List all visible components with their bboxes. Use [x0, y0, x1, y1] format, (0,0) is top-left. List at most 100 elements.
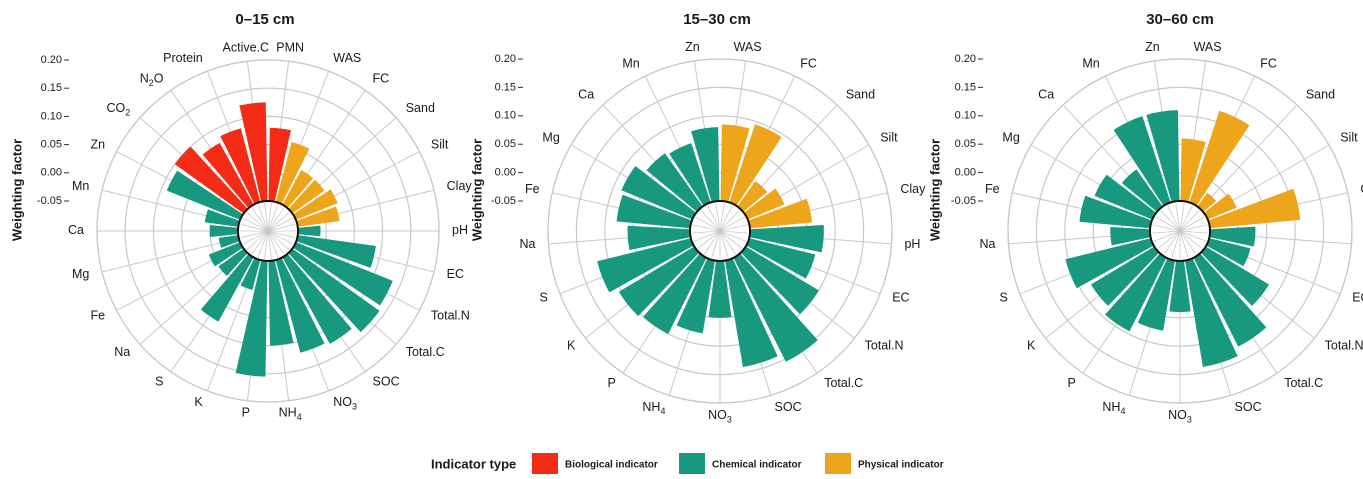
hub-spoke: [697, 230, 721, 249]
category-label-EC: EC: [447, 267, 464, 281]
bar-Na: [627, 225, 691, 251]
hub-spoke: [257, 230, 269, 258]
hub-spoke: [719, 203, 725, 232]
bar-Protein: [220, 128, 261, 205]
y-tick-label: 0.10: [955, 110, 976, 122]
hub-spoke: [1152, 224, 1181, 232]
category-label-Ca: Ca: [68, 223, 84, 237]
category-label-NH4: NH4: [279, 406, 302, 422]
category-label-Total.N: Total.N: [431, 309, 470, 323]
category-label-Fe: Fe: [985, 182, 1000, 196]
hub-spoke: [719, 230, 743, 249]
category-label-FC: FC: [373, 72, 390, 86]
bar-K: [1090, 246, 1160, 306]
legend-title: Indicator type: [431, 456, 516, 471]
bar-Ca: [1121, 169, 1163, 212]
bar-SOC: [724, 258, 778, 368]
y-tick-label: 0.05: [41, 139, 62, 151]
hub-spoke: [1179, 230, 1207, 242]
bar-S: [597, 238, 694, 293]
category-label-NO3: NO3: [333, 395, 357, 411]
category-label-pH: pH: [904, 237, 920, 251]
hub-spoke: [692, 230, 721, 234]
hub-spoke: [1179, 230, 1197, 255]
category-label-WAS: WAS: [333, 51, 361, 65]
bar-Clay: [748, 198, 813, 229]
hub-spoke: [1179, 224, 1208, 232]
bar-FC: [1189, 110, 1250, 206]
hub-spoke: [267, 212, 290, 232]
hub-spoke: [267, 207, 285, 232]
bar-Ca: [209, 224, 239, 238]
bar-Silt: [292, 189, 338, 220]
legend-swatch-chemical: [679, 453, 705, 477]
hub-spoke: [243, 230, 269, 245]
category-label-SOC: SOC: [373, 375, 400, 389]
hub-spoke: [695, 216, 721, 232]
category-label-WAS: WAS: [1194, 40, 1222, 54]
y-tick-label: 0.20: [41, 54, 62, 66]
category-label-Total.N: Total.N: [1325, 339, 1363, 353]
legend-label-chemical: Chemical indicator: [712, 460, 802, 471]
bar-WAS: [275, 142, 310, 205]
hub-spoke: [264, 230, 269, 259]
hub-spoke: [267, 230, 272, 259]
hub-spoke: [1179, 205, 1193, 232]
category-label-Na: Na: [520, 237, 536, 251]
hub-spoke: [240, 223, 269, 232]
hub-spoke: [693, 230, 721, 242]
category-label-Ca: Ca: [578, 88, 594, 102]
hub-spoke: [246, 230, 269, 250]
hub-spoke: [240, 230, 269, 239]
category-label-Sand: Sand: [846, 88, 875, 102]
bar-Fe: [208, 242, 244, 267]
grid-spoke: [101, 237, 239, 273]
polar-panel-3: 30–60 cm Weighting factor WAS FC Sand Silt Cla…: [927, 11, 1363, 425]
hub-spoke: [1153, 230, 1181, 242]
hub-spoke: [719, 224, 748, 232]
bar-Zn: [1146, 110, 1180, 203]
hub-spoke: [707, 205, 721, 232]
bar-Total.N: [1200, 246, 1270, 306]
bar-SOC: [1184, 258, 1238, 368]
category-label-Total.C: Total.C: [1284, 376, 1323, 390]
y-tick-label: 0.05: [495, 138, 516, 150]
hub-spoke: [719, 230, 729, 258]
y-axis-label: Weighting factor: [9, 139, 24, 241]
bar-P: [1105, 253, 1167, 332]
category-label-NO3: NO3: [708, 408, 732, 424]
hub-spoke: [1171, 230, 1181, 258]
hub-spoke: [700, 210, 721, 232]
bar-SOC: [282, 253, 352, 344]
bar-Total.N: [740, 246, 819, 315]
category-label-Total.C: Total.C: [406, 345, 445, 359]
category-label-Zn: Zn: [90, 138, 105, 152]
category-label-Clay: Clay: [900, 182, 926, 196]
category-label-Ca: Ca: [1038, 88, 1054, 102]
hub-spoke: [1179, 203, 1185, 232]
category-label-S: S: [539, 291, 547, 305]
bar-Sand: [288, 179, 325, 214]
bar-NH4: [268, 260, 294, 346]
bar-WAS: [1180, 138, 1206, 203]
bar-NO3: [708, 260, 732, 318]
category-label-Mg: Mg: [72, 267, 89, 281]
category-label-Fe: Fe: [525, 182, 540, 196]
bar-Zn: [166, 170, 244, 220]
category-label-P: P: [607, 376, 615, 390]
bar-PMN: [268, 127, 291, 202]
y-tick-label: 0.15: [41, 82, 62, 94]
category-label-S: S: [999, 291, 1007, 305]
bar-K: [240, 257, 261, 290]
hub-spoke: [719, 216, 745, 232]
category-label-P: P: [242, 406, 250, 420]
legend-swatch-physical: [825, 453, 851, 477]
polar-panel-2: 15–30 cm Weighting factor WAS FC Sand Silt Cla…: [469, 11, 926, 425]
hub-spoke: [715, 203, 721, 232]
hub-spoke: [719, 210, 740, 232]
bar-WAS: [720, 124, 750, 203]
bar-Total.C: [733, 253, 818, 362]
category-label-Mn: Mn: [1082, 57, 1099, 71]
category-label-Clay: Clay: [447, 179, 473, 193]
